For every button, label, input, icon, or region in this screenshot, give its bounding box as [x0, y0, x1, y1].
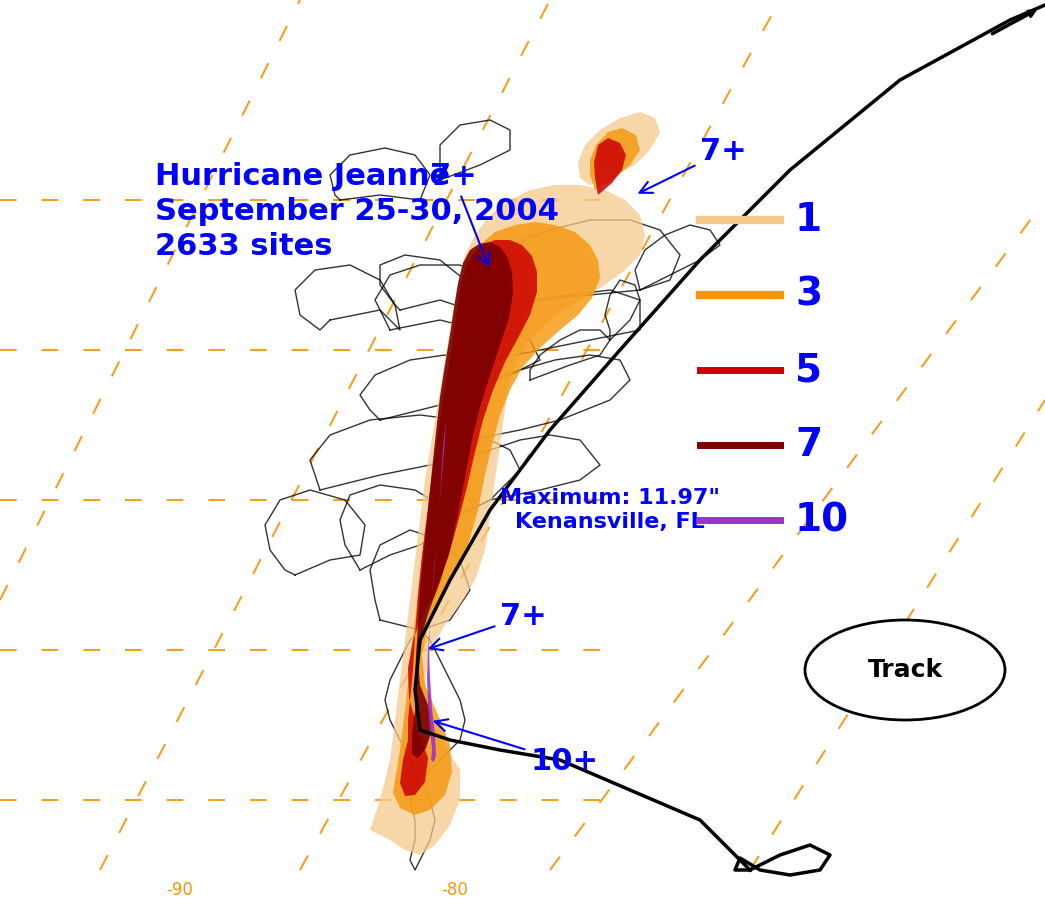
Text: 7+: 7+ — [429, 162, 489, 265]
Polygon shape — [590, 128, 640, 190]
Text: -80: -80 — [442, 881, 468, 899]
Text: 7+: 7+ — [640, 137, 747, 193]
Text: 2633 sites: 2633 sites — [155, 232, 332, 261]
Text: 1: 1 — [795, 201, 822, 239]
Text: 7+: 7+ — [429, 602, 547, 650]
Polygon shape — [427, 418, 446, 762]
Text: 5: 5 — [795, 351, 822, 389]
Text: Track: Track — [867, 658, 943, 682]
Text: 3: 3 — [795, 276, 822, 314]
Ellipse shape — [805, 620, 1005, 720]
Text: 10: 10 — [795, 501, 850, 539]
Polygon shape — [370, 185, 645, 855]
Text: Maximum: 11.97"
Kenansville, FL: Maximum: 11.97" Kenansville, FL — [500, 488, 720, 532]
Text: -90: -90 — [166, 881, 193, 899]
Text: 10+: 10+ — [435, 719, 598, 776]
Polygon shape — [594, 138, 626, 195]
Text: September 25-30, 2004: September 25-30, 2004 — [155, 197, 559, 226]
Polygon shape — [578, 112, 660, 185]
Polygon shape — [400, 240, 537, 796]
Polygon shape — [412, 242, 513, 758]
Text: Hurricane Jeanne: Hurricane Jeanne — [155, 162, 450, 191]
Polygon shape — [393, 222, 600, 815]
Text: 7: 7 — [795, 426, 822, 464]
